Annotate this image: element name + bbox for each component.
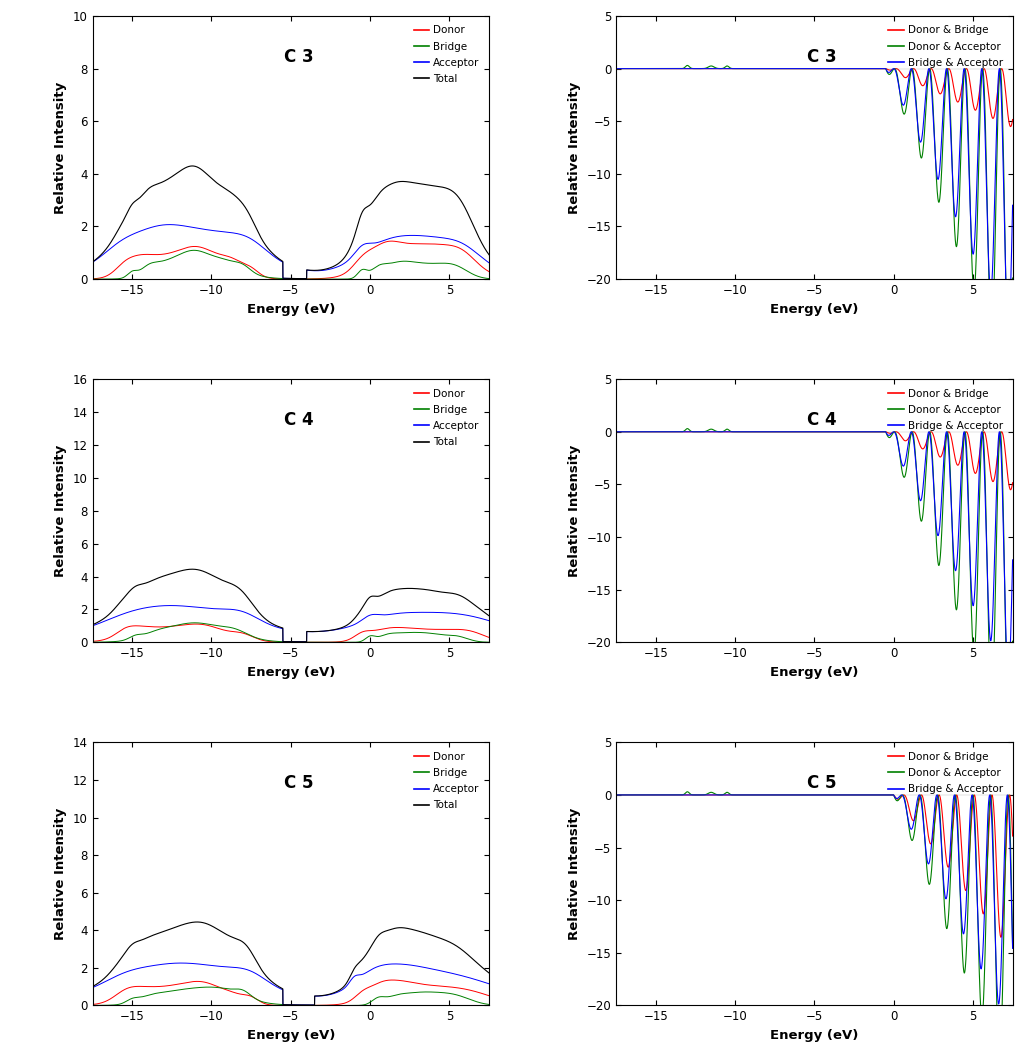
Legend: Donor, Bridge, Acceptor, Total: Donor, Bridge, Acceptor, Total xyxy=(409,748,484,815)
X-axis label: Energy (eV): Energy (eV) xyxy=(247,302,335,316)
Y-axis label: Relative Intensity: Relative Intensity xyxy=(567,445,581,577)
X-axis label: Energy (eV): Energy (eV) xyxy=(247,1029,335,1042)
Text: C 5: C 5 xyxy=(284,774,314,792)
Text: C 5: C 5 xyxy=(807,774,837,792)
Y-axis label: Relative Intensity: Relative Intensity xyxy=(54,808,67,940)
X-axis label: Energy (eV): Energy (eV) xyxy=(770,666,858,679)
Legend: Donor, Bridge, Acceptor, Total: Donor, Bridge, Acceptor, Total xyxy=(409,21,484,88)
Y-axis label: Relative Intensity: Relative Intensity xyxy=(54,82,67,214)
Y-axis label: Relative Intensity: Relative Intensity xyxy=(54,445,67,577)
Text: C 4: C 4 xyxy=(807,411,837,429)
Text: C 4: C 4 xyxy=(284,411,314,429)
Text: C 3: C 3 xyxy=(807,48,837,66)
X-axis label: Energy (eV): Energy (eV) xyxy=(247,666,335,679)
Legend: Donor, Bridge, Acceptor, Total: Donor, Bridge, Acceptor, Total xyxy=(409,384,484,451)
Legend: Donor & Bridge, Donor & Acceptor, Bridge & Acceptor: Donor & Bridge, Donor & Acceptor, Bridge… xyxy=(884,384,1007,435)
Text: C 3: C 3 xyxy=(284,48,314,66)
Legend: Donor & Bridge, Donor & Acceptor, Bridge & Acceptor: Donor & Bridge, Donor & Acceptor, Bridge… xyxy=(884,748,1007,798)
Legend: Donor & Bridge, Donor & Acceptor, Bridge & Acceptor: Donor & Bridge, Donor & Acceptor, Bridge… xyxy=(884,21,1007,72)
X-axis label: Energy (eV): Energy (eV) xyxy=(770,1029,858,1042)
Y-axis label: Relative Intensity: Relative Intensity xyxy=(567,808,581,940)
X-axis label: Energy (eV): Energy (eV) xyxy=(770,302,858,316)
Y-axis label: Relative Intensity: Relative Intensity xyxy=(567,82,581,214)
